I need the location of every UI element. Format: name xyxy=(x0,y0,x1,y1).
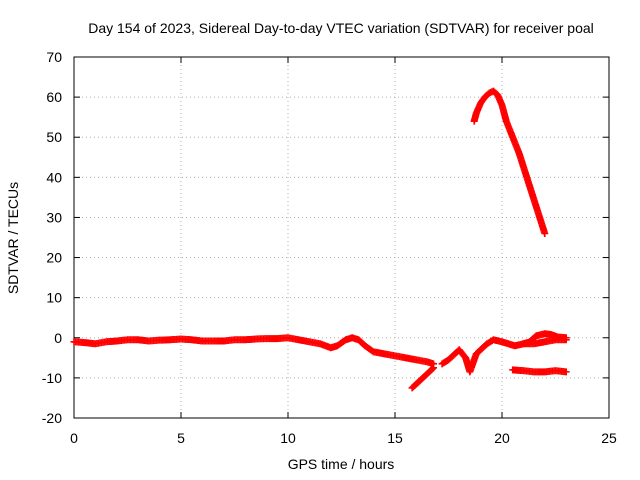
y-tick-label: 30 xyxy=(46,209,62,225)
y-tick-label: 60 xyxy=(46,89,62,105)
y-tick-label: 0 xyxy=(54,330,62,346)
data-point-marker xyxy=(428,365,436,373)
x-tick-label: 10 xyxy=(280,430,296,446)
data-point-marker xyxy=(541,229,549,237)
y-tick-label: 50 xyxy=(46,129,62,145)
plot-frame xyxy=(73,56,610,419)
grid-lines xyxy=(74,57,609,418)
x-tick-label: 0 xyxy=(70,430,78,446)
data-point-marker xyxy=(430,364,438,372)
y-tick-label: 40 xyxy=(46,169,62,185)
x-tick-label: 25 xyxy=(601,430,617,446)
y-axis-ticks: -20 -10 0 10 20 30 40 50 60 70 xyxy=(42,49,609,426)
y-tick-label: 20 xyxy=(46,250,62,266)
x-tick-label: 20 xyxy=(494,430,510,446)
chart-title: Day 154 of 2023, Sidereal Day-to-day VTE… xyxy=(88,20,594,36)
x-axis-ticks: 0 5 10 15 20 25 xyxy=(70,57,617,446)
y-tick-label: 70 xyxy=(46,49,62,65)
y-tick-label: -20 xyxy=(42,410,62,426)
x-tick-label: 5 xyxy=(177,430,185,446)
x-axis-label: GPS time / hours xyxy=(288,456,395,472)
data-points xyxy=(70,87,570,392)
data-point-marker xyxy=(562,368,570,376)
y-tick-label: 10 xyxy=(46,290,62,306)
y-axis-label: SDTVAR / TECUs xyxy=(5,182,21,294)
x-tick-label: 15 xyxy=(387,430,403,446)
data-point-marker xyxy=(562,336,570,344)
y-tick-label: -10 xyxy=(42,370,62,386)
